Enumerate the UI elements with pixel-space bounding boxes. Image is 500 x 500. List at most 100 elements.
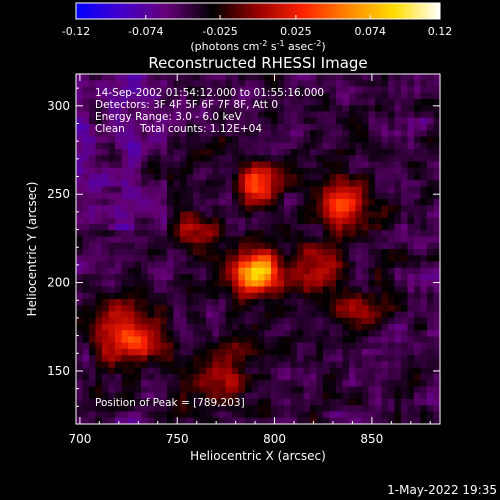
- heatmap-cell: [388, 405, 396, 413]
- heatmap-cell: [212, 199, 220, 206]
- heatmap-cell: [277, 130, 285, 138]
- heatmap-cell: [329, 330, 337, 338]
- heatmap-cell: [76, 374, 84, 381]
- heatmap-cell: [134, 317, 142, 325]
- heatmap-cell: [245, 349, 253, 356]
- heatmap-cell: [232, 74, 240, 81]
- heatmap-cell: [160, 111, 168, 119]
- heatmap-cell: [245, 411, 253, 419]
- heatmap-cell: [284, 399, 292, 406]
- heatmap-cell: [368, 149, 376, 156]
- heatmap-cell: [219, 324, 227, 331]
- heatmap-cell: [264, 417, 272, 425]
- heatmap-cell: [368, 380, 376, 388]
- heatmap-cell: [173, 361, 181, 369]
- heatmap-cell: [232, 349, 240, 356]
- heatmap-cell: [154, 74, 162, 81]
- heatmap-cell: [368, 349, 376, 356]
- heatmap-cell: [427, 211, 435, 219]
- heatmap-cell: [147, 311, 155, 319]
- heatmap-cell: [238, 386, 246, 394]
- heatmap-cell: [238, 417, 246, 425]
- heatmap-cell: [76, 136, 84, 144]
- heatmap-cell: [245, 80, 253, 88]
- heatmap-cell: [193, 155, 201, 163]
- heatmap-cell: [206, 286, 214, 294]
- heatmap-cell: [375, 249, 383, 256]
- heatmap-cell: [355, 230, 363, 238]
- heatmap-cell: [251, 111, 259, 119]
- heatmap-cell: [414, 355, 422, 363]
- heatmap-cell: [199, 267, 207, 275]
- heatmap-cell: [206, 111, 214, 119]
- heatmap-cell: [433, 155, 441, 163]
- heatmap-cell: [154, 374, 162, 381]
- heatmap-cell: [102, 217, 110, 225]
- heatmap-cell: [336, 274, 344, 281]
- heatmap-cell: [76, 292, 84, 300]
- heatmap-cell: [108, 136, 116, 144]
- heatmap-cell: [362, 386, 370, 394]
- heatmap-cell: [173, 411, 181, 419]
- heatmap-cell: [95, 255, 103, 263]
- heatmap-cell: [128, 242, 136, 250]
- heatmap-cell: [433, 405, 441, 413]
- heatmap-cell: [238, 149, 246, 156]
- heatmap-cell: [368, 205, 376, 213]
- heatmap-cell: [381, 136, 389, 144]
- heatmap-cell: [342, 274, 350, 281]
- heatmap-cell: [271, 217, 279, 225]
- heatmap-cell: [154, 267, 162, 275]
- heatmap-cell: [76, 167, 84, 175]
- heatmap-cell: [310, 317, 318, 325]
- heatmap-cell: [212, 105, 220, 113]
- heatmap-cell: [394, 330, 402, 338]
- heatmap-cell: [147, 299, 155, 306]
- heatmap-cell: [401, 386, 409, 394]
- heatmap-cell: [271, 361, 279, 369]
- heatmap-cell: [134, 99, 142, 106]
- heatmap-cell: [349, 142, 357, 150]
- heatmap-cell: [316, 86, 324, 94]
- heatmap-cell: [323, 311, 331, 319]
- heatmap-cell: [375, 236, 383, 244]
- heatmap-cell: [316, 155, 324, 163]
- heatmap-cell: [134, 180, 142, 188]
- heatmap-cell: [381, 117, 389, 125]
- heatmap-cell: [225, 355, 233, 363]
- heatmap-cell: [108, 286, 116, 294]
- heatmap-cell: [134, 142, 142, 150]
- heatmap-cell: [225, 255, 233, 263]
- heatmap-cell: [264, 224, 272, 231]
- heatmap-cell: [355, 205, 363, 213]
- heatmap-cell: [76, 217, 84, 225]
- heatmap-cell: [303, 136, 311, 144]
- heatmap-cell: [160, 267, 168, 275]
- heatmap-cell: [219, 205, 227, 213]
- heatmap-cell: [115, 136, 123, 144]
- heatmap-cell: [147, 174, 155, 181]
- heatmap-cell: [82, 149, 90, 156]
- heatmap-cell: [219, 274, 227, 281]
- heatmap-cell: [167, 142, 175, 150]
- heatmap-cell: [245, 255, 253, 263]
- heatmap-cell: [349, 280, 357, 288]
- heatmap-cell: [251, 355, 259, 363]
- heatmap-cell: [310, 386, 318, 394]
- heatmap-cell: [245, 342, 253, 350]
- heatmap-cell: [310, 274, 318, 281]
- heatmap-cell: [147, 292, 155, 300]
- heatmap-cell: [316, 299, 324, 306]
- heatmap-cell: [329, 130, 337, 138]
- heatmap-cell: [115, 180, 123, 188]
- heatmap-cell: [414, 211, 422, 219]
- heatmap-cell: [76, 111, 84, 119]
- heatmap-cell: [134, 174, 142, 181]
- heatmap-cell: [381, 255, 389, 263]
- heatmap-cell: [388, 367, 396, 375]
- heatmap-cell: [186, 336, 194, 344]
- heatmap-cell: [199, 236, 207, 244]
- heatmap-cell: [147, 192, 155, 200]
- heatmap-cell: [381, 311, 389, 319]
- heatmap-cell: [258, 255, 266, 263]
